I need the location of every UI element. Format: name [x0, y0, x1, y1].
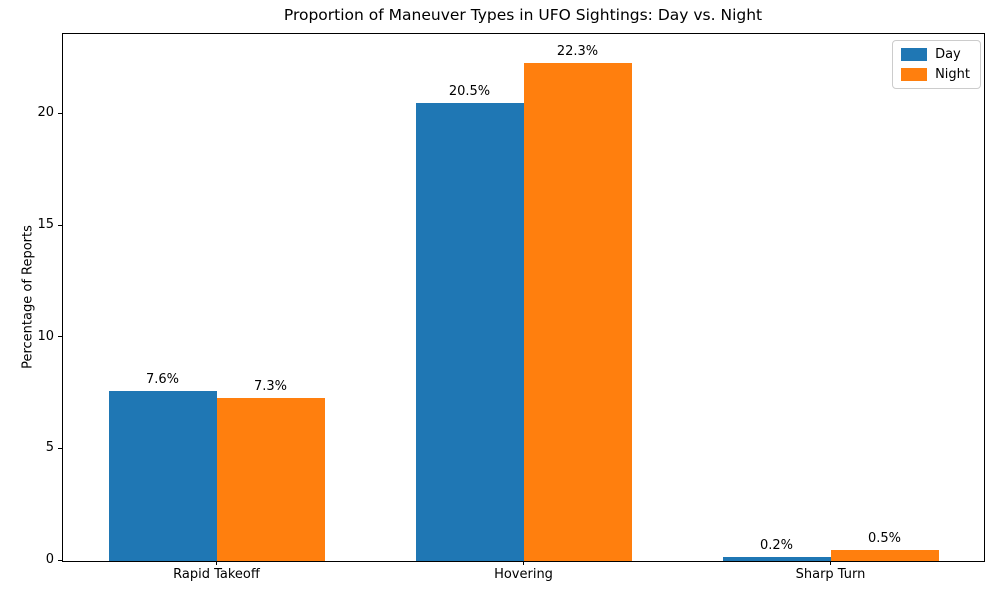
y-tick-label: 20 — [37, 105, 54, 121]
bar-night-hovering — [523, 63, 632, 561]
y-tick-label: 10 — [37, 328, 54, 344]
legend-label-day: Day — [935, 47, 961, 62]
y-tick-mark — [58, 447, 62, 449]
y-tick-label: 15 — [37, 217, 54, 233]
x-tick-label-sharp-turn: Sharp Turn — [795, 567, 866, 582]
x-tick-label-hovering: Hovering — [494, 567, 553, 582]
bar-value-label: 7.6% — [145, 372, 180, 388]
bar-value-label: 7.3% — [253, 379, 288, 394]
day-legend-swatch-icon — [901, 48, 928, 61]
x-tick-label-rapid-takeoff: Rapid Takeoff — [173, 567, 260, 582]
chart-title: Proportion of Maneuver Types in UFO Sigh… — [283, 6, 763, 24]
legend-entry-day: Day — [901, 47, 970, 62]
x-tick-mark — [830, 561, 831, 565]
bar-night-sharp-turn — [830, 549, 939, 561]
bar-value-label: 20.5% — [448, 84, 491, 100]
y-tick-label: 5 — [45, 440, 54, 456]
plot-area: Day Night 7.6% 7.3% 20.5% 22.3% 0.2% 0.5% — [62, 33, 985, 562]
y-tick-mark — [58, 336, 62, 338]
bar-night-rapid-takeoff — [216, 398, 325, 561]
y-tick-mark — [58, 224, 62, 226]
bar-day-hovering — [415, 103, 524, 561]
y-axis-label: Percentage of Reports — [20, 225, 36, 369]
y-tick-mark — [58, 559, 62, 561]
y-tick-label: 0 — [45, 552, 54, 567]
bar-day-rapid-takeoff — [108, 391, 217, 561]
x-tick-mark — [523, 561, 524, 565]
y-tick-mark — [58, 112, 62, 114]
bar-value-label: 0.5% — [867, 530, 902, 546]
legend: Day Night — [892, 40, 981, 89]
night-legend-swatch-icon — [901, 68, 928, 81]
bar-value-label: 0.2% — [759, 537, 794, 553]
bar-value-label: 22.3% — [556, 44, 599, 60]
legend-label-night: Night — [935, 67, 970, 82]
x-tick-mark — [216, 561, 217, 565]
legend-entry-night: Night — [901, 67, 970, 82]
bar-day-sharp-turn — [722, 556, 831, 561]
